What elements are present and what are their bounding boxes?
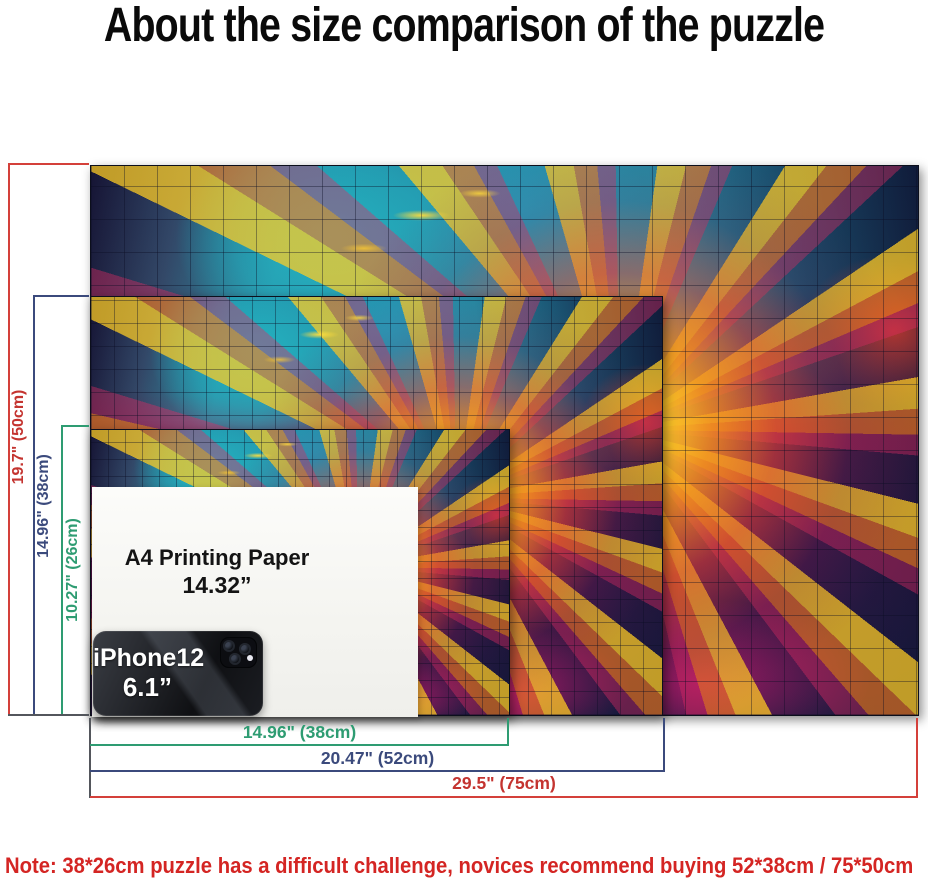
phone-text: iPhone12 6.1” <box>93 644 205 702</box>
dim-label-height-50cm: 19.7" (50cm) <box>10 389 27 485</box>
dim-label-width-75cm: 29.5" (75cm) <box>452 773 556 793</box>
camera-lens-icon <box>239 643 251 655</box>
dim-26cm-top-tick <box>61 425 89 427</box>
dim-52cm-hline <box>90 770 665 772</box>
dim-left-bottom-tick <box>8 714 89 716</box>
difficulty-note: Note: 38*26cm puzzle has a difficult cha… <box>5 853 914 878</box>
camera-lens-icon <box>223 640 235 652</box>
camera-flash-icon <box>247 655 253 661</box>
a4-paper-text: A4 Printing Paper 14.32” <box>92 545 342 599</box>
page-title: About the size comparison of the puzzle <box>103 0 825 52</box>
phone-camera-module-icon <box>220 637 257 668</box>
dim-52cm-right-tick <box>663 718 665 772</box>
phone-size-label: 6.1” <box>122 672 172 702</box>
dim-bottom-left-tick <box>89 718 91 798</box>
dim-50cm-top-tick <box>8 163 89 165</box>
dim-label-width-52cm: 20.47" (52cm) <box>320 748 435 768</box>
dim-38cm-top-tick <box>33 295 89 297</box>
phone-model-label: iPhone12 <box>93 644 205 672</box>
dim-label-width-38cm: 14.96" (38cm) <box>242 722 357 742</box>
dim-38cm-right-tick <box>507 718 509 746</box>
a4-paper-size: 14.32” <box>182 572 252 598</box>
dim-75cm-right-tick <box>916 718 918 798</box>
dim-label-height-26cm: 10.27" (26cm) <box>64 518 81 622</box>
dim-75cm-hline <box>90 796 918 798</box>
a4-paper-label: A4 Printing Paper <box>124 545 310 570</box>
dim-label-height-38cm: 14.96" (38cm) <box>35 454 52 558</box>
dim-38cm-vline <box>33 295 35 716</box>
dim-38cm-hline <box>90 744 509 746</box>
iphone-reference: iPhone12 6.1” <box>93 631 263 716</box>
camera-lens-icon <box>229 653 241 665</box>
dim-50cm-vline <box>8 163 10 716</box>
dim-26cm-vline <box>61 425 63 716</box>
